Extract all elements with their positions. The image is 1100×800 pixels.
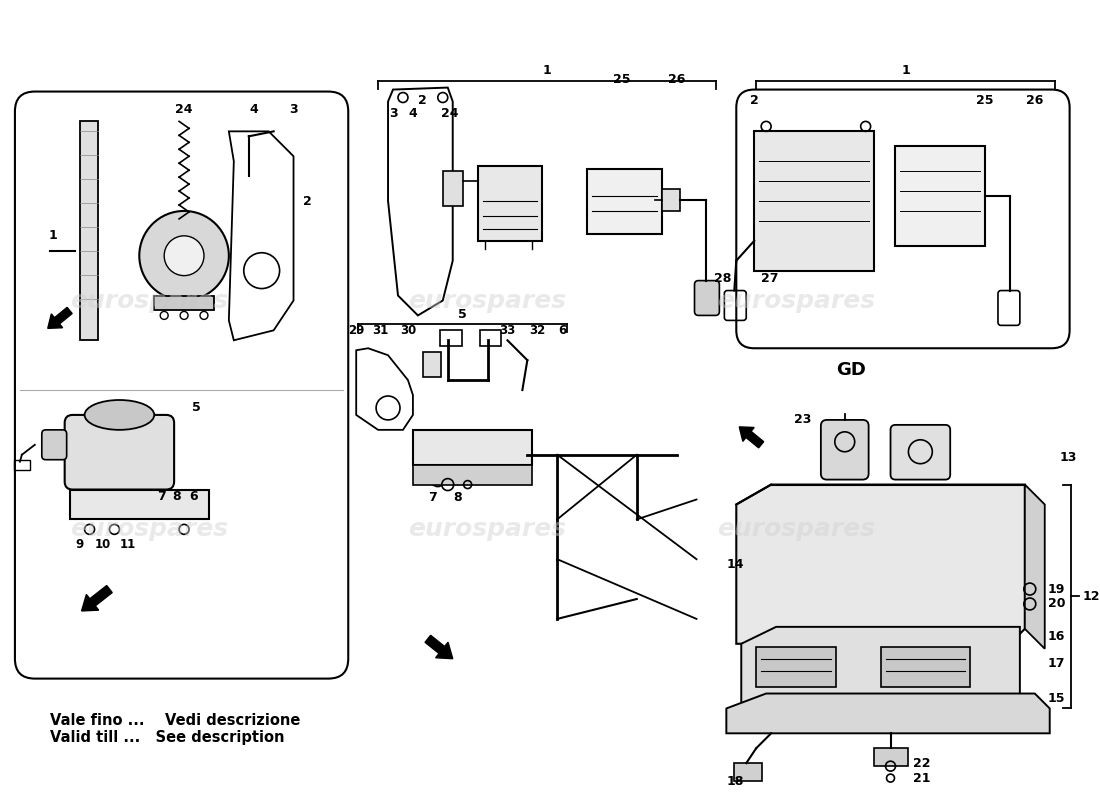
Text: 9: 9: [76, 538, 84, 550]
Text: 13: 13: [1059, 451, 1077, 464]
Text: 14: 14: [726, 558, 744, 570]
Bar: [480, 330, 502, 346]
Text: 8: 8: [453, 491, 462, 504]
Text: 6: 6: [558, 324, 566, 337]
Bar: [755, 131, 873, 270]
Text: 3: 3: [388, 107, 397, 120]
Text: 26: 26: [1026, 94, 1044, 107]
Text: 2: 2: [750, 94, 759, 107]
Text: 27: 27: [761, 272, 779, 285]
Text: 6: 6: [189, 490, 198, 503]
Text: 2: 2: [304, 194, 312, 207]
Circle shape: [140, 211, 229, 301]
Text: eurospares: eurospares: [408, 289, 566, 313]
Text: 25: 25: [977, 94, 993, 107]
Text: eurospares: eurospares: [70, 518, 229, 542]
Text: 24: 24: [175, 103, 192, 116]
Bar: [735, 763, 762, 781]
Bar: [79, 122, 98, 340]
Text: 23: 23: [793, 414, 811, 426]
Text: 7: 7: [428, 491, 437, 504]
Text: 17: 17: [1047, 657, 1065, 670]
Bar: [14, 460, 30, 470]
Polygon shape: [1025, 485, 1045, 649]
FancyArrow shape: [739, 427, 763, 448]
Bar: [756, 646, 836, 686]
Bar: [477, 166, 542, 241]
Bar: [69, 490, 209, 519]
Text: 1: 1: [543, 64, 551, 77]
Text: 30: 30: [399, 324, 416, 337]
Text: 10: 10: [95, 538, 111, 550]
Text: 3: 3: [289, 103, 298, 116]
Bar: [154, 295, 213, 310]
FancyBboxPatch shape: [821, 420, 869, 479]
Text: GD: GD: [836, 361, 866, 379]
Bar: [873, 748, 909, 766]
FancyBboxPatch shape: [891, 425, 950, 479]
Text: 28: 28: [714, 272, 732, 285]
Text: 11: 11: [119, 538, 135, 550]
Text: eurospares: eurospares: [408, 518, 566, 542]
Text: 25: 25: [613, 73, 630, 86]
FancyBboxPatch shape: [65, 415, 174, 490]
Text: 5: 5: [459, 308, 468, 321]
Text: 16: 16: [1047, 630, 1065, 643]
Bar: [422, 352, 441, 377]
Text: eurospares: eurospares: [717, 518, 876, 542]
Text: 7: 7: [157, 490, 166, 503]
Text: 1: 1: [901, 64, 910, 77]
Polygon shape: [726, 694, 1049, 734]
Text: 18: 18: [726, 774, 744, 787]
Ellipse shape: [85, 400, 154, 430]
Polygon shape: [741, 627, 1020, 709]
Bar: [440, 330, 462, 346]
Text: 21: 21: [913, 771, 931, 785]
Text: 4: 4: [408, 107, 417, 120]
Text: 24: 24: [441, 107, 459, 120]
FancyArrow shape: [81, 586, 112, 611]
Bar: [662, 189, 680, 211]
Polygon shape: [736, 485, 1025, 644]
Text: eurospares: eurospares: [717, 289, 876, 313]
FancyArrow shape: [47, 307, 73, 328]
Text: eurospares: eurospares: [70, 289, 229, 313]
Text: 12: 12: [1082, 590, 1100, 602]
Bar: [443, 171, 463, 206]
Text: 26: 26: [668, 73, 685, 86]
FancyBboxPatch shape: [694, 281, 719, 315]
Bar: [412, 465, 532, 485]
Text: 19: 19: [1047, 582, 1065, 595]
Text: 1: 1: [50, 230, 57, 242]
FancyArrow shape: [425, 635, 453, 658]
Bar: [587, 169, 662, 234]
Text: 4: 4: [250, 103, 258, 116]
Text: 33: 33: [499, 324, 516, 337]
Text: 5: 5: [192, 402, 201, 414]
Text: 31: 31: [372, 324, 388, 337]
Bar: [895, 146, 984, 246]
Text: Valid till ...   See description: Valid till ... See description: [50, 730, 284, 746]
Text: 2: 2: [418, 94, 427, 107]
Text: 22: 22: [913, 757, 931, 770]
Text: 32: 32: [529, 324, 546, 337]
Text: 15: 15: [1047, 692, 1065, 705]
Text: Vale fino ...    Vedi descrizione: Vale fino ... Vedi descrizione: [50, 714, 300, 729]
Bar: [881, 646, 970, 686]
FancyBboxPatch shape: [42, 430, 67, 460]
Text: 29: 29: [348, 324, 364, 337]
Circle shape: [164, 236, 204, 276]
Text: 8: 8: [172, 490, 180, 503]
Bar: [412, 430, 532, 465]
Text: 20: 20: [1047, 598, 1065, 610]
